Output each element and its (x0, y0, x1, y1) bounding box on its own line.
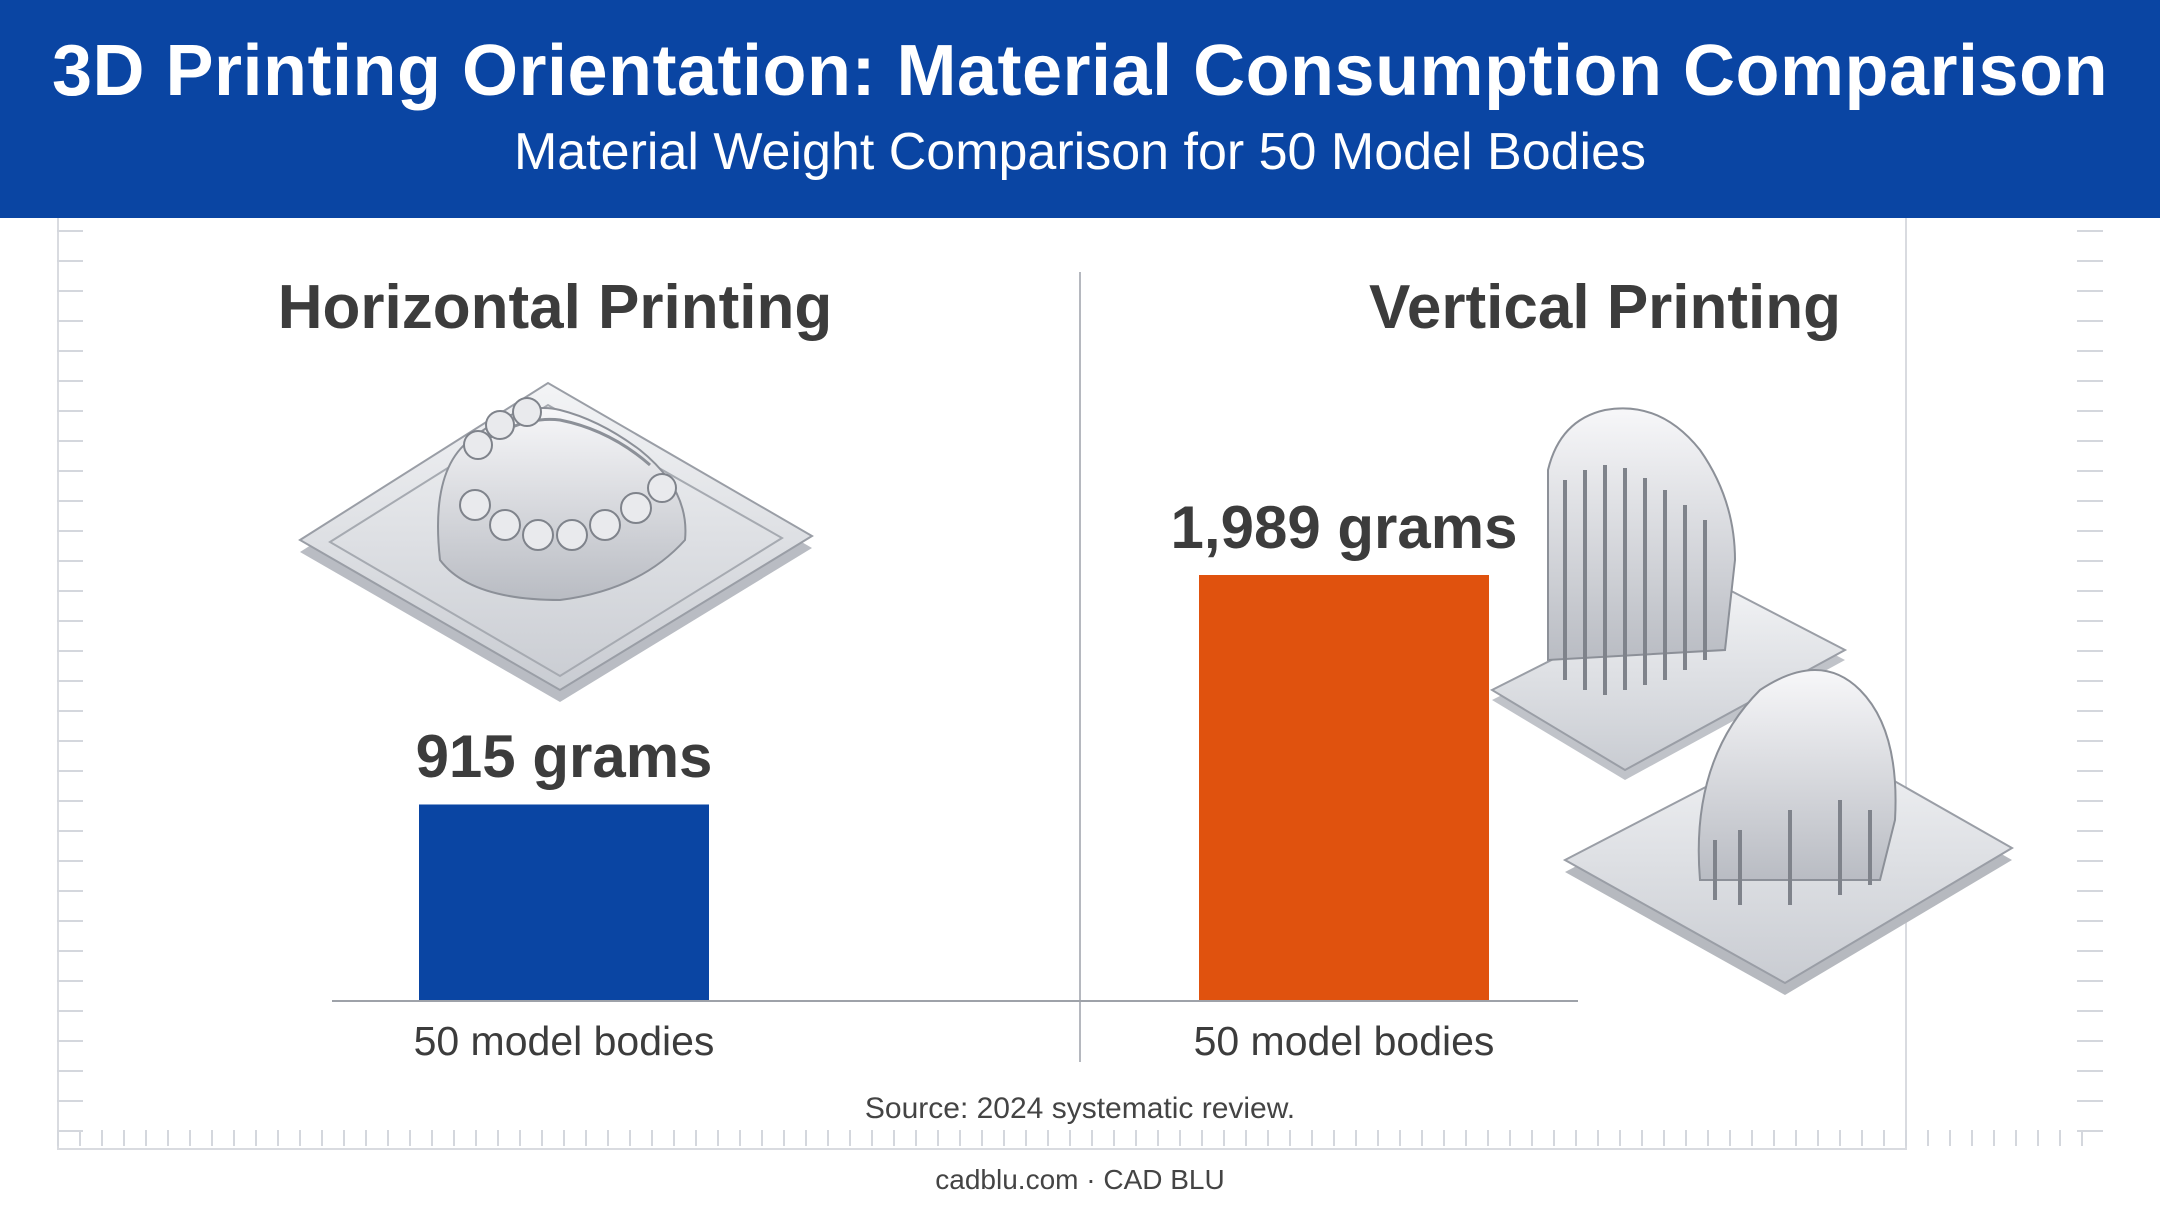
chart-subtitle: Material Weight Comparison for 50 Model … (513, 123, 1646, 181)
footer-credit: cadblu.com · CAD BLU (935, 1164, 1225, 1195)
category-label-horizontal: 50 model bodies (413, 1018, 715, 1064)
dental-model-vertical-print-icon (1489, 407, 2014, 995)
panel-divider (1079, 272, 1081, 1062)
group-title-vertical: Vertical Printing (1368, 273, 1842, 342)
left-ruler (57, 230, 83, 1145)
category-label-vertical: 50 model bodies (1193, 1018, 1495, 1064)
bottom-ruler (57, 1130, 2103, 1146)
data-label-vertical: 1,989 grams (1170, 494, 1518, 561)
bar-horizontal-printing (419, 804, 709, 1000)
data-label-horizontal: 915 grams (415, 723, 713, 791)
chart-title: 3D Printing Orientation: Material Consum… (51, 31, 2109, 111)
right-ruler (2077, 230, 2103, 1145)
source-note: Source: 2024 systematic review. (864, 1092, 1296, 1125)
bar-vertical-printing (1199, 575, 1489, 1000)
group-title-horizontal: Horizontal Printing (277, 273, 833, 342)
dental-model-horizontal-print-icon (298, 381, 814, 702)
header-banner: 3D Printing Orientation: Material Consum… (0, 0, 2160, 218)
